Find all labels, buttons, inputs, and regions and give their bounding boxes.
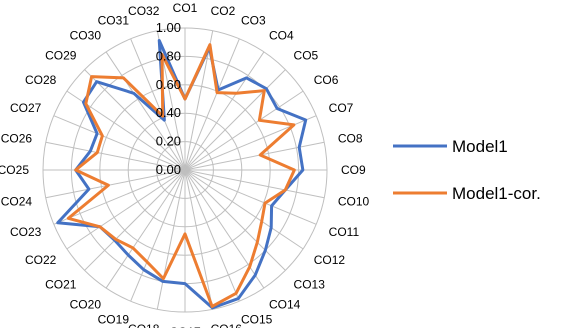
category-label: CO32: [128, 4, 160, 18]
category-label: CO21: [45, 278, 77, 292]
category-label: CO24: [1, 195, 33, 209]
grid-spoke: [184, 30, 214, 171]
category-label: CO10: [338, 195, 370, 209]
category-label: CO26: [1, 131, 33, 145]
category-label: CO25: [0, 163, 29, 177]
grid-spoke: [45, 141, 186, 171]
category-label: CO5: [294, 48, 319, 62]
grid-spoke: [184, 141, 325, 171]
tick-label: 0.40: [156, 105, 181, 120]
category-label: CO11: [329, 225, 360, 239]
grid-spoke: [184, 69, 286, 171]
series-line-1: [56, 38, 308, 310]
category-label: CO23: [10, 225, 42, 239]
grid-spoke: [130, 169, 186, 302]
series-line-2: [66, 43, 296, 308]
grid-spoke: [84, 69, 186, 171]
grid-spoke: [184, 169, 317, 225]
category-label: CO30: [70, 28, 102, 42]
category-label: CO7: [329, 101, 354, 115]
category-label: CO15: [241, 313, 273, 327]
grid-spoke: [184, 169, 214, 310]
grid-spoke: [105, 169, 186, 289]
tick-label: 0.00: [156, 162, 181, 177]
grid-spoke: [45, 169, 186, 199]
category-label: CO6: [314, 73, 339, 87]
category-label: CO29: [45, 48, 77, 62]
grid-spoke: [184, 169, 265, 289]
category-label: CO16: [211, 322, 243, 328]
grid-spoke: [84, 169, 186, 271]
tick-label: 0.20: [156, 134, 181, 149]
tick-label: 1.00: [156, 20, 181, 35]
category-label: CO13: [294, 278, 326, 292]
category-label: CO31: [98, 13, 130, 27]
legend: Model1 Model1-cor.: [393, 137, 541, 203]
grid-spoke: [53, 169, 186, 225]
tick-label: 0.80: [156, 48, 181, 63]
grid-spoke: [184, 169, 240, 302]
grid-spoke: [184, 51, 265, 171]
grid-spoke: [184, 90, 304, 171]
grid-spoke: [184, 169, 304, 250]
category-label: CO1: [173, 1, 198, 15]
radar-series: [56, 38, 308, 310]
category-label: CO22: [25, 253, 57, 267]
category-label: CO17: [169, 325, 201, 328]
radial-tick-labels: 0.00 0.20 0.40 0.60 0.80 1.00: [156, 20, 181, 177]
radar-grid: [42, 27, 328, 313]
category-label: CO27: [10, 101, 42, 115]
grid-spoke: [105, 51, 186, 171]
category-label: CO20: [70, 298, 102, 312]
grid-spoke: [184, 115, 317, 171]
category-label: CO19: [98, 313, 130, 327]
grid-spoke: [130, 38, 186, 171]
category-label: CO9: [341, 163, 366, 177]
tick-label: 0.60: [156, 77, 181, 92]
grid-spoke: [156, 169, 186, 310]
category-label: CO14: [269, 298, 301, 312]
category-label: CO4: [269, 28, 294, 42]
grid-spoke: [66, 169, 186, 250]
grid-spoke: [184, 169, 325, 199]
legend-label: Model1-cor.: [452, 184, 541, 203]
grid-spoke: [53, 115, 186, 171]
category-label: CO12: [314, 253, 346, 267]
grid-spoke: [184, 169, 286, 271]
category-label: CO18: [128, 322, 160, 328]
category-label: CO28: [25, 73, 57, 87]
category-label: CO2: [211, 4, 236, 18]
category-label: CO3: [241, 13, 266, 27]
category-label: CO8: [338, 131, 363, 145]
grid-spoke: [184, 38, 240, 171]
legend-label: Model1: [452, 137, 508, 156]
